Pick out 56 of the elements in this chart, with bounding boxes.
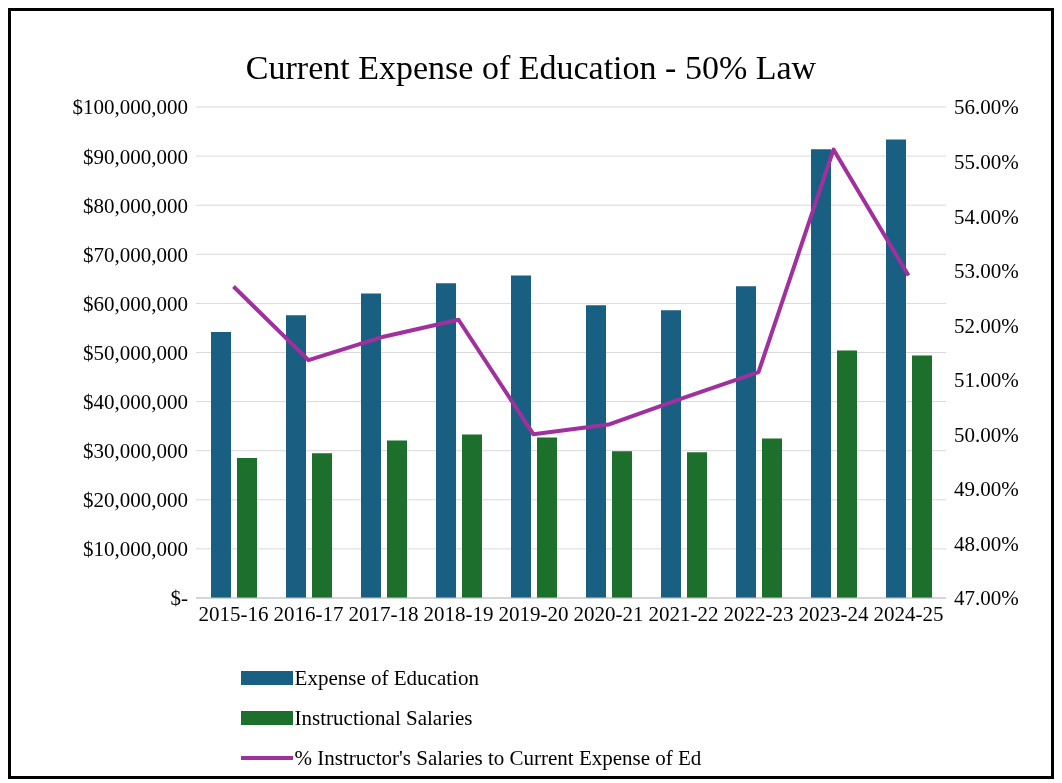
y2-tick-label: 48.00%: [954, 531, 1019, 556]
y2-tick-label: 51.00%: [954, 368, 1019, 393]
bar: [537, 437, 557, 598]
legend-label: Instructional Salaries: [294, 705, 473, 732]
bar: [811, 149, 831, 598]
y-tick-label: $10,000,000: [83, 537, 188, 562]
bar: [886, 139, 906, 598]
x-tick-label: 2016-17: [273, 601, 344, 626]
bar: [586, 305, 606, 598]
bar: [687, 452, 707, 598]
x-tick-label: 2018-19: [423, 601, 494, 626]
y-tick-label: $90,000,000: [83, 144, 188, 169]
bar: [612, 451, 632, 598]
y-tick-label: $-: [170, 586, 188, 611]
bar: [387, 440, 407, 598]
y-tick-label: $30,000,000: [83, 439, 188, 464]
bar: [912, 355, 932, 598]
y2-tick-label: 54.00%: [954, 204, 1019, 229]
x-tick-label: 2020-21: [573, 601, 644, 626]
bar: [237, 458, 257, 598]
x-tick-label: 2024-25: [873, 601, 944, 626]
y2-tick-label: 52.00%: [954, 313, 1019, 338]
y2-tick-label: 49.00%: [954, 477, 1019, 502]
bar: [211, 331, 231, 598]
y2-tick-label: 53.00%: [954, 259, 1019, 284]
legend-label: % Instructor's Salaries to Current Expense of Ed: [294, 745, 702, 772]
y-tick-label: $70,000,000: [83, 242, 188, 267]
x-tick-label: 2022-23: [723, 601, 794, 626]
y-tick-label: $100,000,000: [72, 95, 188, 120]
y-tick-label: $20,000,000: [83, 488, 188, 513]
y-tick-label: $60,000,000: [83, 291, 188, 316]
chart-title: Current Expense of Education - 50% Law: [245, 49, 817, 86]
bar: [286, 315, 306, 598]
y2-tick-label: 47.00%: [954, 586, 1019, 611]
bar: [762, 438, 782, 598]
bar: [436, 283, 456, 598]
x-tick-label: 2015-16: [198, 601, 269, 626]
y-tick-label: $40,000,000: [83, 390, 188, 415]
bar: [736, 286, 756, 598]
x-tick-label: 2019-20: [498, 601, 569, 626]
legend-label: Expense of Education: [294, 665, 479, 692]
bar: [312, 453, 332, 598]
y2-tick-label: 50.00%: [954, 422, 1019, 447]
y2-tick-label: 55.00%: [954, 150, 1019, 175]
bar: [837, 350, 857, 598]
x-tick-label: 2023-24: [798, 601, 869, 626]
y-tick-label: $50,000,000: [83, 340, 188, 365]
bar: [361, 293, 381, 598]
y-tick-label: $80,000,000: [83, 193, 188, 218]
bar: [511, 275, 531, 598]
line-series: [231, 147, 911, 437]
x-tick-label: 2017-18: [348, 601, 419, 626]
bar: [462, 434, 482, 598]
bar: [661, 310, 681, 598]
x-tick-label: 2021-22: [648, 601, 719, 626]
y2-tick-label: 56.00%: [954, 95, 1019, 120]
